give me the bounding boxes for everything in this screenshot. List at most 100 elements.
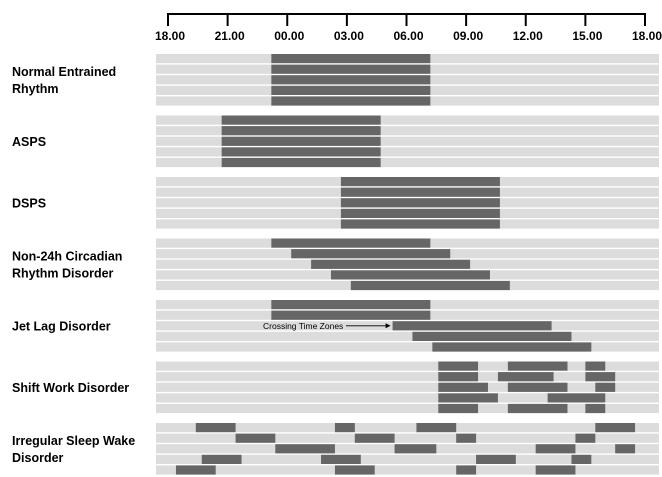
sleep-bar	[438, 393, 498, 403]
x-tick-label: 18.00	[632, 29, 662, 43]
sleep-bar	[235, 433, 276, 443]
sleep-bar	[221, 126, 381, 136]
sleep-bar	[535, 465, 576, 475]
sleep-bar	[271, 300, 431, 310]
sleep-bar	[354, 433, 395, 443]
x-tick-label: 09.00	[453, 29, 483, 43]
sleep-bar	[585, 361, 606, 371]
sleep-bar	[392, 321, 552, 331]
sleep-bar	[456, 465, 477, 475]
sleep-bar	[221, 147, 381, 157]
disorder-group	[156, 54, 659, 106]
disorder-group	[156, 361, 659, 414]
disorder-label: Disorder	[12, 451, 64, 465]
disorder-label: Jet Lag Disorder	[12, 320, 111, 334]
sleep-bar	[507, 382, 568, 392]
sleep-bar	[271, 75, 431, 85]
day-background-bar	[156, 423, 659, 433]
x-tick-label: 18.00	[155, 29, 185, 43]
sleep-bar	[585, 403, 606, 414]
sleep-bar	[321, 454, 361, 464]
sleep-bar	[195, 423, 236, 433]
annotation-text: Crossing Time Zones	[263, 321, 343, 331]
sleep-bar	[334, 423, 355, 433]
sleep-bar	[334, 465, 375, 475]
sleep-bar	[340, 198, 500, 208]
x-axis: 18.00 21.00 00.00 03.00 06.00 09.00 12.00 15.00…	[155, 13, 662, 43]
disorder-label: Non-24h Circadian	[12, 250, 122, 264]
x-tick-label: 00.00	[274, 29, 304, 43]
day-background-bar	[156, 403, 659, 414]
sleep-bar	[340, 208, 500, 218]
day-background-bar	[156, 115, 659, 125]
sleep-bar	[507, 403, 568, 414]
disorder-group	[156, 423, 659, 475]
day-background-bar	[156, 147, 659, 157]
x-tick-label: 03.00	[334, 29, 364, 43]
sleep-bar	[271, 310, 431, 320]
sleep-bar	[271, 54, 431, 64]
sleep-bar	[585, 372, 616, 382]
disorder-group	[156, 300, 659, 352]
sleep-bar	[340, 219, 500, 229]
sleep-bar	[275, 444, 335, 454]
disorder-group	[156, 115, 659, 168]
x-tick-label: 21.00	[215, 29, 245, 43]
disorder-label: ASPS	[12, 135, 46, 149]
sleep-bar	[350, 280, 510, 291]
sleep-bar	[175, 465, 216, 475]
sleep-bar	[595, 382, 616, 392]
sleep-bar	[271, 64, 431, 74]
sleep-bar	[438, 382, 488, 392]
day-background-bar	[156, 382, 659, 392]
sleep-bar	[438, 372, 479, 382]
day-background-bar	[156, 433, 659, 443]
sleep-bar	[330, 270, 490, 280]
disorder-label: Shift Work Disorder	[12, 381, 129, 395]
chart-rows	[156, 54, 659, 475]
disorder-label: Normal Entrained	[12, 65, 116, 79]
sleep-bar	[432, 342, 592, 352]
sleep-bar	[507, 361, 568, 371]
disorder-label: Rhythm Disorder	[12, 267, 114, 281]
sleep-bar	[221, 136, 381, 146]
sleep-bar	[340, 177, 500, 187]
sleep-bar	[615, 444, 636, 454]
sleep-bar	[438, 403, 479, 414]
annotation-arrow-head	[385, 323, 391, 329]
sleep-bar	[271, 85, 431, 95]
sleep-bar	[497, 372, 554, 382]
day-background-bar	[156, 465, 659, 475]
day-background-bar	[156, 393, 659, 403]
day-background-bar	[156, 361, 659, 371]
sleep-bar	[571, 454, 592, 464]
day-background-bar	[156, 136, 659, 146]
sleep-bar	[271, 96, 431, 106]
disorder-group	[156, 177, 659, 229]
sleep-bar	[575, 433, 596, 443]
sleep-bar	[535, 444, 576, 454]
sleep-bar	[201, 454, 242, 464]
sleep-bar	[438, 361, 479, 371]
sleep-bar	[412, 331, 572, 341]
disorder-label: Rhythm	[12, 82, 59, 96]
day-background-bar	[156, 342, 659, 352]
sleep-bar	[416, 423, 457, 433]
x-tick-label: 15.00	[572, 29, 602, 43]
row-labels: Normal Entrained Rhythm ASPS DSPS Non-24h Ci…	[12, 65, 391, 465]
day-background-bar	[156, 372, 659, 382]
sleep-bar	[595, 423, 636, 433]
sleep-bar	[291, 249, 451, 259]
day-background-bar	[156, 454, 659, 464]
sleep-bar	[456, 433, 477, 443]
sleep-bar	[547, 393, 606, 403]
x-tick-label: 12.00	[513, 29, 543, 43]
sleep-bar	[311, 259, 471, 269]
sleep-bar	[340, 187, 500, 197]
sleep-bar	[394, 444, 437, 454]
sleep-bar	[221, 157, 381, 168]
day-background-bar	[156, 331, 659, 341]
disorder-group	[156, 238, 659, 291]
sleep-bar	[476, 454, 516, 464]
